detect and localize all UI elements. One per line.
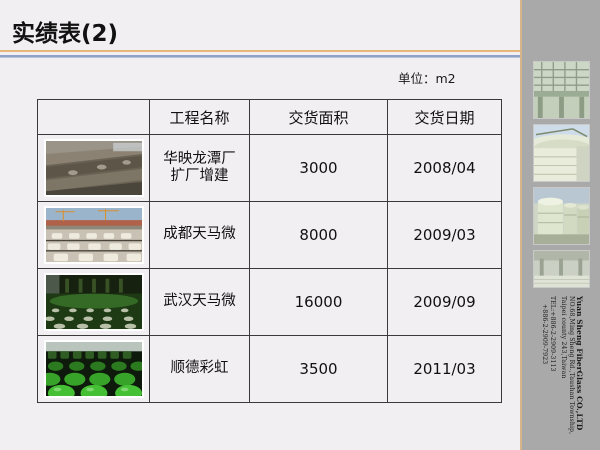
construction-site-photo xyxy=(43,206,144,264)
divider-orange xyxy=(0,50,527,52)
row-delivery-date: 2011/03 xyxy=(387,335,502,403)
company-address-line2: Taipei county 243,Taiwan xyxy=(560,296,567,379)
factory-beams-photo xyxy=(43,139,144,197)
performance-table: 工程名称 交货面积 交货日期 xyxy=(37,99,502,403)
row-delivery-area: 16000 xyxy=(249,268,388,336)
green-tanks-photo xyxy=(43,340,144,398)
column-header-image xyxy=(37,99,150,135)
performance-table-wrapper: 工程名称 交货面积 交货日期 xyxy=(37,99,502,403)
column-header-delivery-date: 交货日期 xyxy=(387,99,502,135)
row-thumbnail-cell xyxy=(37,201,150,269)
company-info: Yuan Sheng FiberGlass CO.,LTD NO.68,Ming… xyxy=(522,292,600,442)
row-delivery-date: 2008/04 xyxy=(387,134,502,202)
sidebar-left-edge xyxy=(520,0,522,450)
large-tank-photo xyxy=(533,124,590,182)
column-header-project-name: 工程名称 xyxy=(149,99,250,135)
table-row: 成都天马微 8000 2009/03 xyxy=(37,201,502,269)
project-name-line2: 扩厂增建 xyxy=(170,168,229,184)
row-project-name: 华映龙潭厂 扩厂增建 xyxy=(149,134,250,202)
unit-label: 单位：m2 xyxy=(398,71,456,86)
row-delivery-area: 3000 xyxy=(249,134,388,202)
table-header-row: 工程名称 交货面积 交货日期 xyxy=(37,99,502,135)
row-delivery-date: 2009/03 xyxy=(387,201,502,269)
project-name-line1: 华映龙潭厂 xyxy=(163,150,236,167)
row-delivery-date: 2009/09 xyxy=(387,268,502,336)
divider-blue-light xyxy=(0,57,527,58)
row-delivery-area: 3500 xyxy=(249,335,388,403)
ceiling-structure-photo xyxy=(533,61,590,119)
row-thumbnail-cell xyxy=(37,268,150,336)
company-name: Yuan Sheng FiberGlass CO.,LTD xyxy=(575,296,584,431)
column-header-delivery-area: 交货面积 xyxy=(249,99,388,135)
divider-blue xyxy=(0,55,527,57)
row-project-name: 成都天马微 xyxy=(149,201,250,269)
sidebar-top-band xyxy=(522,0,600,52)
table-row: 武汉天马微 16000 2009/09 xyxy=(37,268,502,336)
row-thumbnail-cell xyxy=(37,134,150,202)
page-title: 实绩表(2) xyxy=(12,21,119,47)
row-project-name: 武汉天马微 xyxy=(149,268,250,336)
green-floor-interior-photo xyxy=(43,273,144,331)
row-delivery-area: 8000 xyxy=(249,201,388,269)
company-tel-line1: TEL:+886-2-2909-3113 xyxy=(549,296,556,372)
interior-hall-photo xyxy=(533,250,590,288)
table-row: 顺德彩虹 3500 2011/03 xyxy=(37,335,502,403)
sidebar: Yuan Sheng FiberGlass CO.,LTD NO.68,Ming… xyxy=(522,0,600,450)
company-tel-line2: +886-2-2909-7923 xyxy=(541,304,548,365)
company-address-line1: NO.68,Ming Sheng Rd.,Taushan Township, xyxy=(568,296,575,435)
row-project-name: 顺德彩虹 xyxy=(149,335,250,403)
table-row: 华映龙潭厂 扩厂增建 3000 2008/04 xyxy=(37,134,502,202)
row-thumbnail-cell xyxy=(37,335,150,403)
tank-cluster-photo xyxy=(533,187,590,245)
